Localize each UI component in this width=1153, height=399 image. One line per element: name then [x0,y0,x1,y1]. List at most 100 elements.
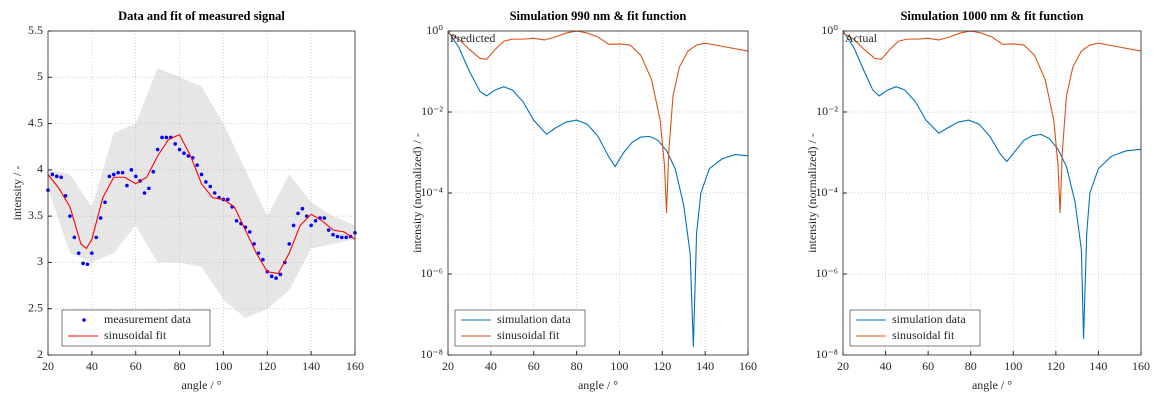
data-point [155,147,160,152]
data-point [234,218,239,223]
data-point [103,200,107,205]
data-point [177,147,182,152]
series-line [47,133,356,275]
chart-title: Simulation 1000 nm & fit function [900,9,1083,23]
x-tick-label: 80 [965,359,977,373]
data-point [151,169,156,174]
legend-box [454,309,586,347]
y-tick-label: 10⁻² [816,104,838,118]
y-axis-label: intensity (normalized) / - [805,133,819,253]
y-tick-label: 10⁻⁶ [420,266,443,280]
x-tick-label: 20 [42,359,54,373]
data-point [76,251,81,255]
data-point [160,135,164,140]
data-point [256,251,261,255]
annotation: Actual [845,31,878,45]
data-point [164,135,169,140]
panel: 20 40 60 80 100 120 140 160 10⁻⁸ 10⁻⁶ 10⁻⁴ 10⁻² 10⁰ S… [805,9,1150,392]
x-tick-label: 40 [485,359,497,373]
legend-label: simulation data [892,312,966,326]
data-point [182,151,186,155]
data-point [287,242,292,246]
data-point [212,191,217,195]
x-tick-label: 80 [571,359,583,373]
data-point [309,223,313,228]
y-axis-label: intensity (normalized) / - [410,133,424,253]
data-point [129,168,134,172]
axes-frame [447,30,749,356]
x-tick-label: 120 [653,359,671,373]
data-point [195,163,199,168]
y-tick-label: 10⁻⁴ [815,185,838,199]
legend-label: sinusoidal fit [497,328,560,342]
data-point [68,214,72,218]
y-tick-label: 10⁻⁴ [420,185,443,199]
y-tick-label: 5 [37,69,43,83]
y-tick-label: 10⁰ [821,23,838,37]
x-tick-label: 60 [130,359,142,373]
data-point [120,170,125,175]
x-tick-label: 40 [880,359,892,373]
legend-label: simulation data [497,312,571,326]
data-point [173,142,177,146]
data-point [81,261,85,266]
data-point [204,180,208,184]
x-tick-label: 20 [442,359,454,373]
x-tick-label: 80 [174,359,186,373]
series-line [447,30,749,214]
y-tick-label: 2 [37,347,43,361]
x-tick-label: 40 [86,359,98,373]
data-point [331,232,335,237]
data-point [125,183,129,188]
data-point [300,206,305,211]
data-point [322,216,327,220]
data-point [142,191,147,195]
x-tick-label: 140 [696,359,714,373]
x-tick-label: 140 [302,359,320,373]
legend-label: sinusoidal fit [892,328,955,342]
data-point [313,218,318,223]
legend-marker [82,318,86,322]
data-point [335,234,340,239]
y-tick-label: 2.5 [28,300,43,314]
plot-area [843,31,1141,355]
data-point [133,174,138,179]
x-tick-label: 160 [739,359,757,373]
data-point [278,272,283,277]
x-axis-label: angle / ° [181,378,221,392]
y-tick-label: 10⁰ [426,23,443,37]
data-point [344,235,349,240]
y-tick-label: 4.5 [28,115,43,129]
data-point [269,274,274,279]
axes-frame [47,30,356,356]
chart-title: Simulation 990 nm & fit function [510,9,687,23]
data-point [94,235,99,240]
data-point [199,172,204,177]
panel: 20 40 60 80 100 120 140 160 10⁻⁸ 10⁻⁶ 10⁻⁴ 10⁻² 10⁰ S… [410,9,757,392]
data-point [226,197,230,202]
data-point [291,223,296,228]
legend-box [61,309,211,347]
confidence-band [48,68,355,318]
data-point [85,262,90,267]
data-point [247,230,252,234]
data-point [72,235,77,240]
legend-label: measurement data [104,312,192,326]
x-tick-label: 120 [258,359,276,373]
y-tick-label: 4 [37,162,43,176]
x-tick-label: 120 [1047,359,1065,373]
y-tick-label: 5.5 [28,23,43,37]
data-point [208,184,213,189]
data-point [59,175,63,180]
data-point [296,211,300,216]
x-tick-label: 60 [922,359,934,373]
y-tick-label: 10⁻⁸ [815,347,838,361]
data-point [252,242,256,246]
legend-label: sinusoidal fit [104,328,167,342]
data-point [111,172,116,177]
y-tick-label: 3 [37,254,43,268]
data-point [186,154,191,158]
x-axis-label: angle / ° [972,378,1012,392]
data-point [50,172,55,177]
